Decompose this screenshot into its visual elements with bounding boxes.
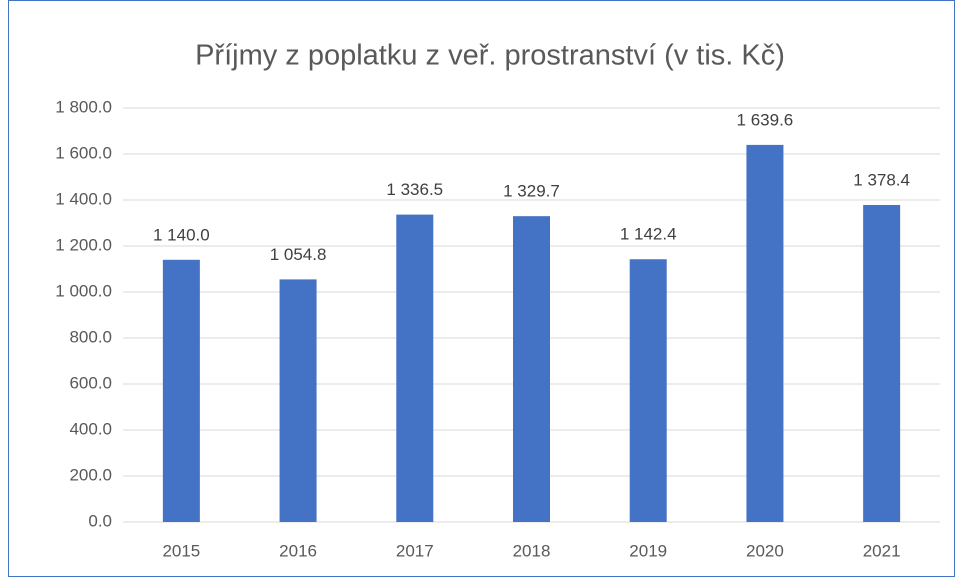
bar: [863, 204, 901, 522]
y-tick-label: 1 600.0: [55, 143, 112, 162]
data-label: 1 639.6: [737, 110, 794, 129]
y-tick-label: 400.0: [69, 419, 112, 438]
x-tick-label: 2016: [279, 541, 317, 560]
x-tick-label: 2018: [513, 541, 551, 560]
x-tick-label: 2017: [396, 541, 434, 560]
bar: [279, 279, 317, 522]
data-label: 1 142.4: [620, 225, 677, 244]
data-label: 1 054.8: [270, 245, 327, 264]
data-label: 1 378.4: [853, 170, 910, 189]
bar: [396, 214, 434, 523]
data-label: 1 329.7: [503, 182, 560, 201]
y-tick-label: 200.0: [69, 465, 112, 484]
bar: [513, 216, 550, 522]
chart-frame: [8, 0, 955, 577]
y-tick-label: 600.0: [69, 373, 112, 392]
x-tick-label: 2021: [863, 541, 901, 560]
x-tick-label: 2015: [162, 541, 200, 560]
y-tick-label: 1 200.0: [55, 235, 112, 254]
y-tick-label: 0.0: [88, 511, 112, 530]
bar: [629, 259, 667, 522]
bar: [162, 259, 200, 522]
data-label: 1 336.5: [386, 180, 443, 199]
y-tick-label: 1 000.0: [55, 281, 112, 300]
bar: [746, 144, 784, 522]
data-label: 1 140.0: [153, 225, 210, 244]
y-tick-label: 800.0: [69, 327, 112, 346]
y-tick-label: 1 400.0: [55, 189, 112, 208]
y-tick-label: 1 800.0: [55, 97, 112, 116]
x-tick-label: 2020: [746, 541, 784, 560]
chart-title: Příjmy z poplatku z veř. prostranství (v…: [195, 40, 785, 72]
x-tick-label: 2019: [629, 541, 667, 560]
